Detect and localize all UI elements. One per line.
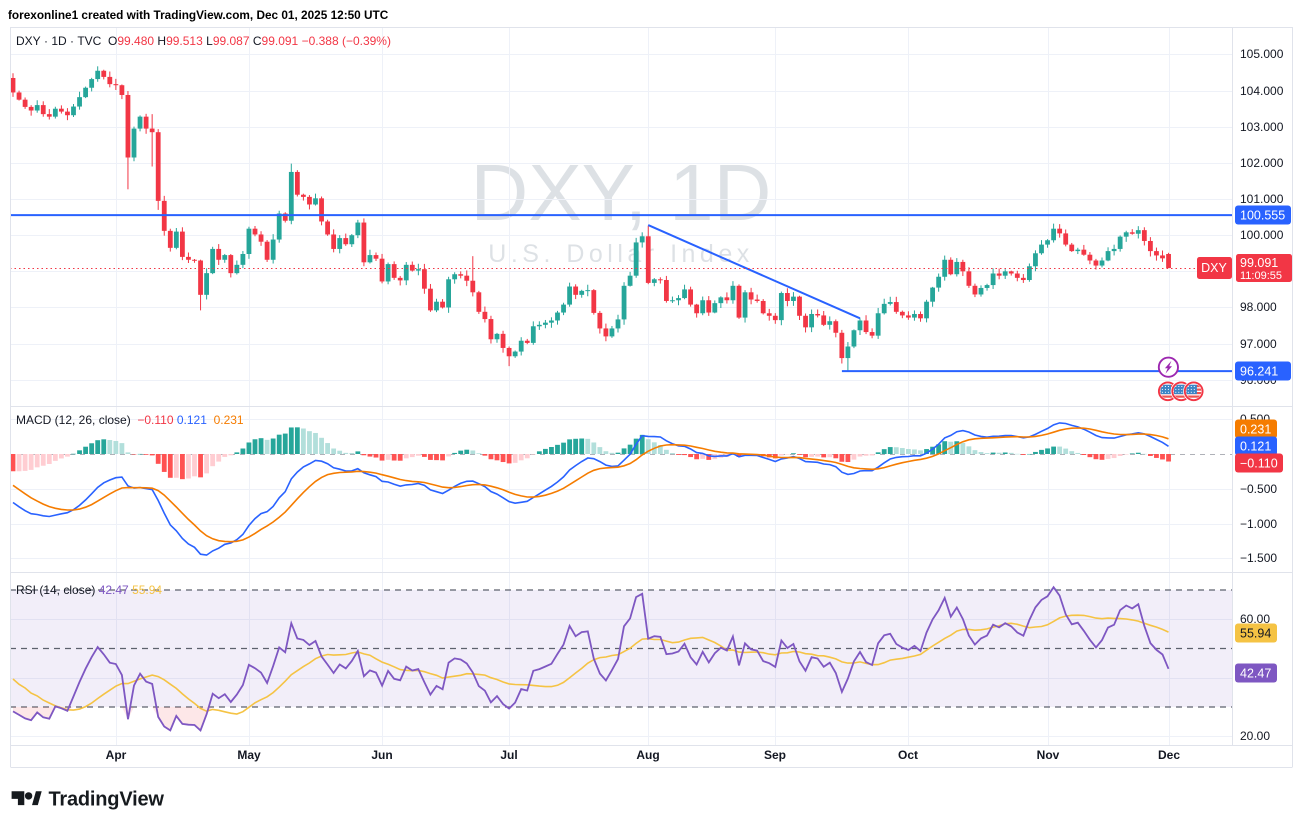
svg-text:102.000: 102.000: [1240, 156, 1284, 170]
svg-text:−0.500: −0.500: [1240, 482, 1277, 496]
svg-text:20.00: 20.00: [1240, 729, 1270, 743]
svg-text:103.000: 103.000: [1240, 120, 1284, 134]
svg-text:forexonline1 created with Trad: forexonline1 created with TradingView.co…: [8, 8, 389, 22]
svg-text:Jul: Jul: [500, 748, 517, 762]
svg-text:105.000: 105.000: [1240, 47, 1284, 61]
svg-text:−1.000: −1.000: [1240, 517, 1277, 531]
svg-text:99.091: 99.091: [1240, 256, 1278, 270]
svg-text:100.000: 100.000: [1240, 228, 1284, 242]
svg-text:DXY · 1D · TVC O99.480 H99.51: DXY · 1D · TVC O99.480 H99.513 L99.087 C…: [16, 34, 391, 48]
svg-text:96.241: 96.241: [1240, 365, 1278, 379]
svg-text:Apr: Apr: [106, 748, 127, 762]
svg-text:RSI (14, close) 42.47 55.94: RSI (14, close) 42.47 55.94: [16, 583, 162, 597]
svg-text:100.555: 100.555: [1240, 209, 1285, 223]
svg-text:Nov: Nov: [1037, 748, 1060, 762]
svg-text:11:09:55: 11:09:55: [1240, 270, 1282, 282]
svg-text:60.00: 60.00: [1240, 612, 1270, 626]
svg-text:97.000: 97.000: [1240, 337, 1277, 351]
svg-text:Jun: Jun: [371, 748, 392, 762]
svg-text:55.94: 55.94: [1240, 627, 1271, 641]
svg-text:Oct: Oct: [898, 748, 918, 762]
svg-text:DXY, 1D: DXY, 1D: [471, 148, 772, 237]
svg-text:DXY: DXY: [1201, 261, 1227, 275]
svg-text:104.000: 104.000: [1240, 84, 1284, 98]
svg-text:TradingView: TradingView: [49, 789, 165, 811]
svg-text:101.000: 101.000: [1240, 192, 1284, 206]
svg-text:Dec: Dec: [1158, 748, 1180, 762]
svg-text:−1.500: −1.500: [1240, 551, 1277, 565]
svg-text:42.47: 42.47: [1240, 667, 1271, 681]
svg-text:May: May: [237, 748, 261, 762]
svg-text:98.000: 98.000: [1240, 300, 1277, 314]
svg-text:MACD (12, 26, close) −0.110 0: MACD (12, 26, close) −0.110 0.121 0.231: [16, 413, 244, 427]
svg-text:0.121: 0.121: [1240, 440, 1271, 454]
svg-text:0.231: 0.231: [1240, 423, 1271, 437]
svg-text:Aug: Aug: [636, 748, 659, 762]
svg-text:Sep: Sep: [764, 748, 786, 762]
svg-text:−0.110: −0.110: [1240, 457, 1278, 471]
svg-text:U.S. Dollar Index: U.S. Dollar Index: [488, 240, 753, 268]
